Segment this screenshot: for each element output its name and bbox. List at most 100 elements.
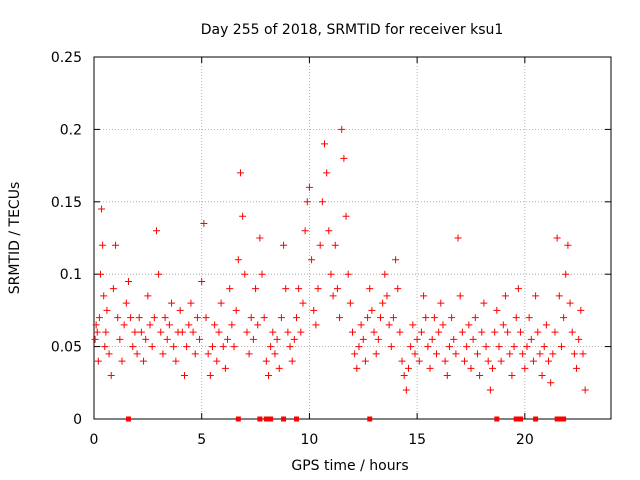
data-point — [400, 372, 408, 380]
gap-markers — [125, 416, 567, 422]
data-point — [269, 328, 277, 336]
data-point — [467, 364, 475, 372]
data-point — [93, 328, 101, 336]
data-point — [370, 328, 378, 336]
data-point — [308, 256, 316, 264]
data-point — [288, 357, 296, 365]
data-point — [387, 343, 395, 351]
data-point — [368, 306, 376, 314]
data-point — [124, 277, 132, 285]
data-point — [534, 328, 542, 336]
data-point — [120, 321, 128, 329]
data-point — [297, 328, 305, 336]
data-point — [277, 314, 285, 322]
data-point — [320, 140, 328, 148]
data-point — [364, 314, 372, 322]
data-point — [398, 357, 406, 365]
data-point — [538, 372, 546, 380]
data-point — [219, 343, 227, 351]
x-tick-label: 20 — [516, 432, 534, 448]
grid — [94, 57, 611, 419]
data-point — [566, 299, 574, 307]
data-point — [495, 343, 503, 351]
data-point — [172, 357, 180, 365]
data-point — [491, 328, 499, 336]
data-point — [325, 227, 333, 235]
data-point — [267, 343, 275, 351]
data-point — [413, 335, 421, 343]
data-point — [374, 335, 382, 343]
data-point — [131, 328, 139, 336]
data-point — [299, 299, 307, 307]
data-point — [133, 350, 141, 358]
data-point — [140, 357, 148, 365]
data-point — [146, 321, 154, 329]
data-point — [292, 314, 300, 322]
data-point — [221, 364, 229, 372]
gap-marker — [257, 416, 263, 422]
data-point — [155, 270, 163, 278]
data-point — [116, 335, 124, 343]
data-point — [551, 328, 559, 336]
data-point — [456, 292, 464, 300]
data-point — [178, 328, 186, 336]
data-point — [230, 343, 238, 351]
data-point — [94, 357, 102, 365]
data-point — [439, 321, 447, 329]
x-axis: 0 5 10 15 20 — [90, 57, 534, 448]
gap-marker — [268, 416, 274, 422]
gap-marker — [125, 416, 131, 422]
data-point — [183, 343, 191, 351]
data-point — [282, 285, 290, 293]
data-point — [290, 335, 298, 343]
data-point — [493, 306, 501, 314]
data-point — [476, 372, 484, 380]
data-point — [338, 125, 346, 133]
data-point — [170, 343, 178, 351]
data-point — [473, 350, 481, 358]
data-point — [411, 350, 419, 358]
data-point — [553, 234, 561, 242]
data-point — [303, 198, 311, 206]
gap-marker — [533, 416, 539, 422]
data-point — [254, 321, 262, 329]
data-point — [247, 314, 255, 322]
data-point — [351, 350, 359, 358]
data-point — [532, 292, 540, 300]
data-point — [165, 321, 173, 329]
data-point — [323, 169, 331, 177]
data-point — [193, 314, 201, 322]
y-tick-label: 0 — [73, 412, 82, 428]
data-point — [480, 299, 488, 307]
data-point — [273, 335, 281, 343]
data-point — [310, 306, 318, 314]
data-point — [331, 241, 339, 249]
data-point — [103, 306, 111, 314]
data-point — [512, 314, 520, 322]
data-point — [346, 299, 354, 307]
data-point — [445, 343, 453, 351]
data-point — [568, 328, 576, 336]
data-point — [280, 241, 288, 249]
data-point — [353, 364, 361, 372]
data-point — [465, 321, 473, 329]
data-point — [107, 372, 115, 380]
data-point — [100, 292, 108, 300]
data-point — [415, 357, 423, 365]
data-point — [226, 285, 234, 293]
data-point — [441, 357, 449, 365]
data-point — [105, 350, 113, 358]
data-point — [579, 350, 587, 358]
plot-frame — [93, 56, 612, 420]
data-point — [486, 386, 494, 394]
data-point — [560, 314, 568, 322]
data-point — [501, 292, 509, 300]
data-point — [536, 350, 544, 358]
data-point — [540, 343, 548, 351]
gap-marker — [263, 416, 269, 422]
data-point — [316, 241, 324, 249]
data-point — [204, 350, 212, 358]
data-point — [252, 285, 260, 293]
data-point — [581, 386, 589, 394]
data-point — [191, 350, 199, 358]
